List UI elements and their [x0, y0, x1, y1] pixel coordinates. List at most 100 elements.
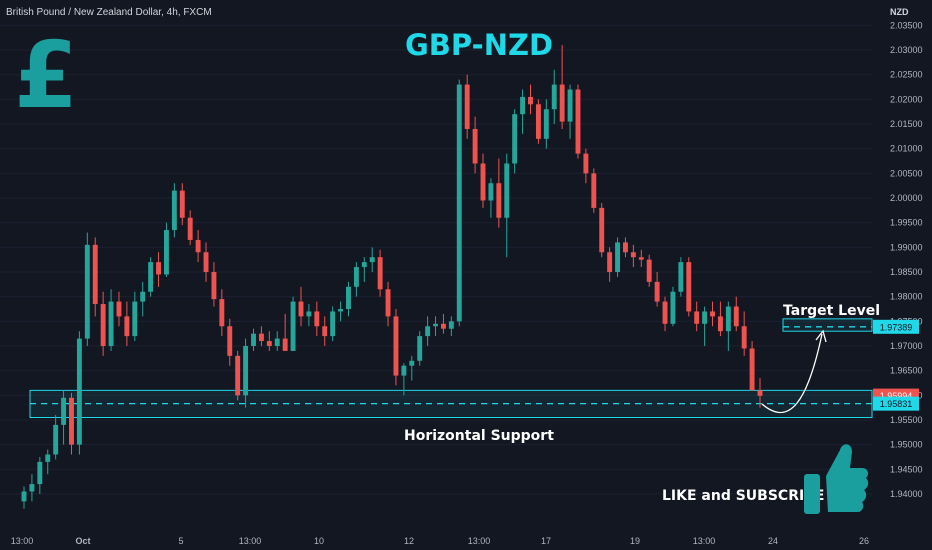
candle-body [219, 299, 225, 327]
candle-body [543, 109, 549, 139]
candle-body [599, 207, 605, 253]
y-tick-label: 1.95500 [890, 415, 923, 425]
candle-body [211, 272, 217, 300]
target-level-label: Target Level [783, 303, 881, 319]
candle-body [472, 128, 478, 164]
candle-body [717, 316, 723, 332]
candle-body [670, 291, 676, 324]
candle-body [567, 89, 573, 122]
candle-body [369, 257, 375, 263]
support-price-marker: 1.95831 [880, 399, 913, 409]
candle-body [488, 183, 494, 201]
candle-body [559, 84, 565, 122]
candle-body [45, 454, 51, 462]
candle-body [21, 491, 27, 502]
candle-body [306, 311, 312, 317]
candle-body [535, 104, 541, 139]
y-tick-label: 1.99000 [890, 242, 923, 252]
y-tick-label: 2.02000 [890, 94, 923, 104]
y-tick-label: 1.94500 [890, 464, 923, 474]
candle-body [757, 390, 763, 396]
y-tick-label: 2.00500 [890, 168, 923, 178]
candle-body [282, 338, 288, 351]
zones [29, 318, 873, 418]
candle-body [100, 304, 106, 346]
x-tick-label: 5 [178, 536, 183, 546]
candle-body [69, 397, 74, 445]
candle-body [195, 239, 201, 253]
candle-body [258, 333, 264, 342]
candle-body [464, 84, 470, 129]
x-tick-label: 19 [630, 536, 640, 546]
y-tick-label: 1.94000 [890, 489, 923, 499]
candle-body [496, 183, 502, 218]
candle-body [330, 311, 336, 337]
candle-body [662, 301, 668, 324]
candles [21, 45, 763, 509]
candle-body [116, 301, 122, 317]
candle-body [710, 311, 715, 317]
target-price-marker-box [873, 319, 919, 334]
projection-arrow [761, 329, 827, 414]
candle-body [322, 326, 328, 337]
candle-body [702, 311, 708, 324]
candle-body [37, 461, 43, 485]
candle-body [132, 301, 138, 337]
candle-body [108, 301, 114, 346]
candle-body [583, 153, 589, 174]
candle-body [377, 257, 383, 290]
target-price-marker: 1.97389 [880, 322, 913, 332]
candle-body [251, 333, 256, 346]
candle-body [266, 341, 272, 346]
candle-body [741, 326, 747, 349]
candle-body [84, 244, 90, 339]
candle-body [623, 242, 628, 253]
horizontal-support-label: Horizontal Support [404, 428, 554, 444]
price-axis[interactable]: 1.940001.945001.950001.955001.960001.965… [890, 20, 923, 499]
candle-body [425, 326, 431, 337]
candle-body [243, 345, 249, 396]
y-tick-label: 1.99500 [890, 218, 923, 228]
y-tick-label: 1.98000 [890, 292, 923, 302]
candle-body [346, 286, 351, 309]
y-tick-label: 1.95000 [890, 440, 923, 450]
candle-body [290, 301, 296, 351]
thumbs-up-icon [804, 444, 869, 514]
candle-body [179, 190, 185, 218]
y-tick-label: 2.00000 [890, 193, 923, 203]
candle-body [591, 173, 597, 208]
candle-body [298, 301, 304, 317]
candle-body [725, 306, 731, 332]
candle-body [163, 230, 169, 275]
candle-body [314, 311, 320, 327]
x-tick-label: 26 [859, 536, 869, 546]
candle-body [417, 336, 423, 361]
candle-body [29, 484, 35, 492]
candle-body [433, 323, 438, 327]
like-subscribe-label: LIKE and SUBSCRIBE [662, 488, 825, 504]
candle-body [607, 252, 613, 272]
candle-body [53, 424, 59, 455]
symbol-title: British Pound / New Zealand Dollar, 4h, … [6, 7, 212, 18]
candle-body [575, 89, 581, 154]
candle-body [749, 348, 755, 391]
support-price-marker-box [873, 396, 919, 411]
candle-body [520, 96, 526, 115]
candle-body [440, 323, 446, 329]
candle-body [409, 360, 415, 366]
time-axis[interactable]: 13:00 Oct 5 13:00 10 12 13:00 17 19 13:00 24 26 [11, 536, 869, 546]
candle-body [385, 289, 391, 317]
last-price-marker: 1.95994 [880, 391, 913, 401]
x-tick-label: 13:00 [11, 536, 34, 546]
candle-body [504, 163, 510, 218]
candle-body [654, 281, 660, 302]
candle-body [61, 397, 67, 425]
candle-body [76, 338, 82, 445]
y-tick-label: 1.96500 [890, 366, 923, 376]
y-tick-label: 2.03000 [890, 45, 923, 55]
y-tick-label: 2.01500 [890, 119, 923, 129]
candle-body [401, 365, 407, 376]
axis-unit: NZD [890, 7, 909, 17]
candle-body [480, 163, 486, 201]
